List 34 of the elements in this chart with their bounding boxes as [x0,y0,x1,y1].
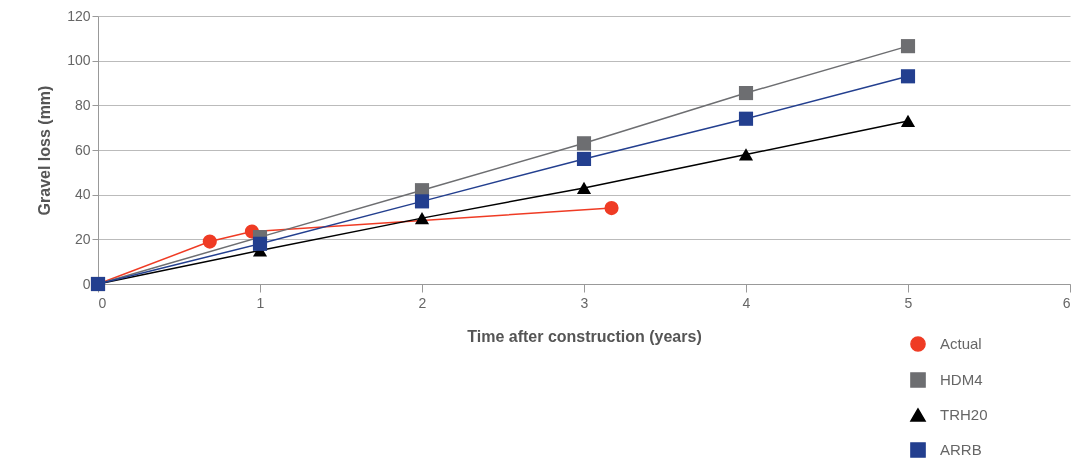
y-tick-label: 40 [74,186,91,203]
y-tick-label: 120 [67,7,91,24]
x-tick-label: 4 [742,294,751,311]
legend-label: ARRB [940,441,982,458]
x-tick-label: 3 [580,294,589,311]
legend-label: TRH20 [940,406,988,423]
point [202,234,217,249]
point [576,181,592,195]
y-axis-title: Gravel loss (mm) [36,85,54,216]
point [900,69,916,84]
x-tick-label: 0 [98,294,107,311]
point [252,236,268,251]
x-tick-label: 1 [256,294,265,311]
point [414,194,430,209]
point [576,151,592,166]
legend-label: HDM4 [940,371,983,388]
y-tick-label: 60 [74,141,91,158]
point [900,39,916,54]
x-tick-label: 6 [1062,294,1071,311]
x-tick-label: 5 [904,294,913,311]
legend-label: Actual [940,335,982,352]
point [738,148,754,161]
y-tick-label: 20 [74,230,91,247]
point [576,136,592,151]
point [414,211,430,225]
point [738,85,754,101]
point [900,114,916,128]
point [738,111,754,126]
point [604,201,619,216]
x-tick-label: 2 [418,294,427,311]
y-tick-label: 100 [67,52,91,69]
x-axis-title: Time after construction (years) [467,327,702,345]
y-tick-label: 0 [82,275,91,292]
y-tick-label: 80 [74,96,91,113]
